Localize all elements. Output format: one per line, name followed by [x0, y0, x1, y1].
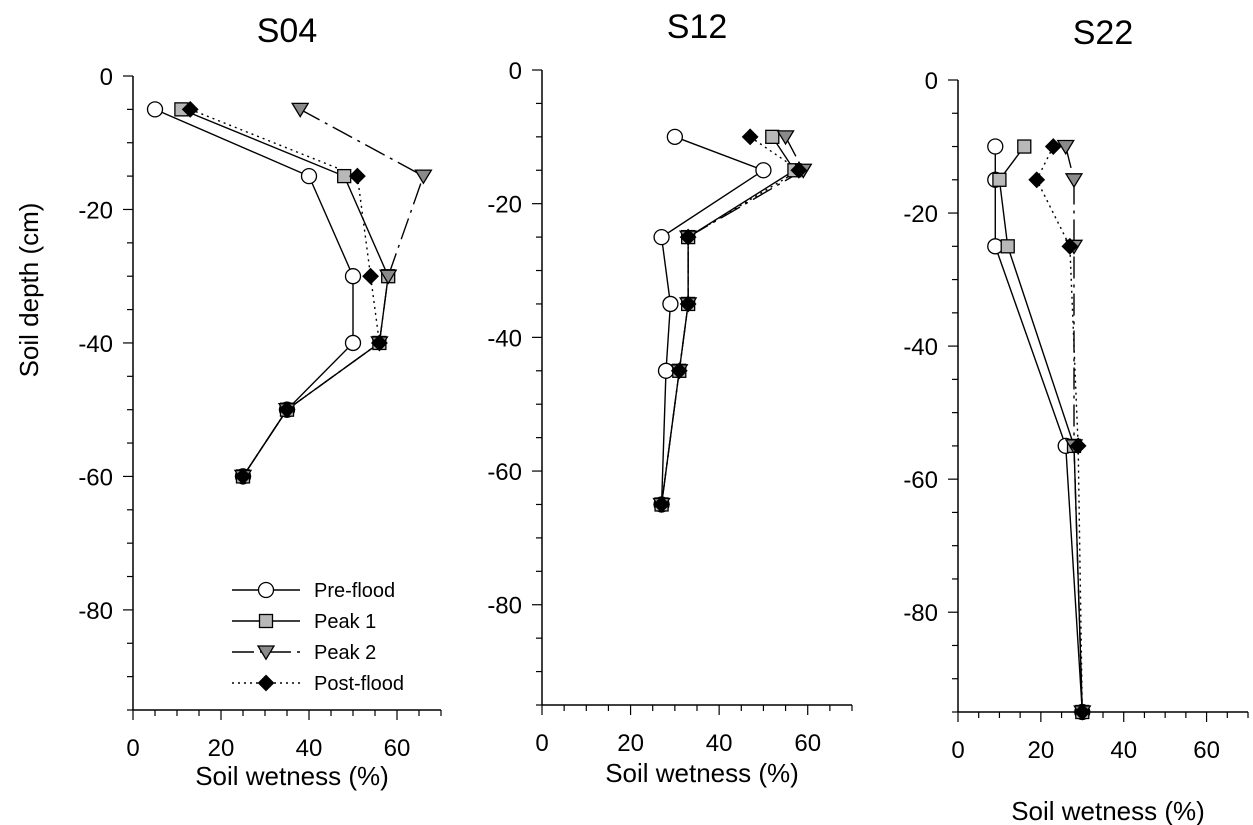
data-point-pre-flood — [344, 268, 362, 285]
x-axis-label: Soil wetness (%) — [605, 758, 799, 788]
series-line-peak-1 — [181, 108, 389, 477]
y-tick-label: 0 — [925, 68, 938, 95]
series-line-post-flood — [189, 108, 381, 477]
x-tick-label: 20 — [208, 735, 235, 762]
x-axis-label: Soil wetness (%) — [1011, 796, 1205, 825]
y-tick-label: -20 — [78, 197, 113, 224]
legend-label: Peak 1 — [314, 611, 376, 633]
panel-title: S22 — [1073, 14, 1134, 52]
x-tick-label: 40 — [1110, 737, 1137, 764]
data-point-post-flood — [370, 334, 388, 352]
data-point-peak-2 — [414, 169, 433, 185]
y-axis-label: Soil depth (cm) — [14, 203, 44, 378]
data-point-post-flood — [1069, 437, 1087, 455]
series-line-peak-2 — [242, 108, 425, 477]
series-line-pre-flood — [994, 146, 1083, 713]
x-tick-label: 40 — [706, 730, 733, 757]
legend-marker — [258, 613, 274, 629]
data-point-post-flood — [790, 161, 808, 179]
y-tick-label: 0 — [100, 64, 113, 91]
data-point-peak-2 — [1064, 173, 1084, 189]
legend-marker — [256, 645, 276, 661]
x-tick-label: 0 — [126, 735, 139, 762]
legend-marker — [257, 581, 275, 599]
data-point-post-flood — [1061, 237, 1079, 255]
data-point-peak-2 — [291, 102, 310, 118]
data-point-pre-flood — [344, 334, 362, 352]
data-point-post-flood — [362, 267, 380, 285]
data-point-post-flood — [679, 228, 697, 246]
x-tick-label: 0 — [535, 730, 548, 757]
data-point-pre-flood — [987, 238, 1004, 255]
data-point-post-flood — [741, 128, 759, 146]
x-tick-label: 0 — [951, 737, 964, 764]
y-tick-label: -20 — [487, 192, 522, 219]
y-tick-label: -40 — [487, 325, 522, 352]
y-tick-label: -80 — [487, 593, 522, 620]
y-tick-label: -20 — [903, 201, 938, 228]
x-axis-label: Soil wetness (%) — [195, 761, 389, 791]
x-tick-label: 60 — [384, 735, 411, 762]
y-tick-label: -80 — [903, 600, 938, 627]
data-point-post-flood — [1073, 703, 1091, 721]
data-point-post-flood — [670, 362, 688, 380]
y-tick-label: -60 — [78, 464, 113, 491]
series-line-pre-flood — [660, 136, 765, 505]
y-tick-label: -40 — [903, 334, 938, 361]
y-tick-label: -40 — [78, 331, 113, 358]
series-line-peak-1 — [660, 136, 796, 505]
series-line-peak-1 — [998, 146, 1083, 713]
data-point-post-flood — [278, 401, 296, 419]
data-point-pre-flood — [666, 128, 684, 145]
legend: Pre-flood Peak 1 Peak 2 Post-flood — [232, 580, 404, 695]
data-point-post-flood — [234, 468, 252, 485]
data-point-post-flood — [1044, 138, 1062, 155]
data-point-pre-flood — [146, 101, 164, 118]
x-tick-label: 60 — [794, 730, 821, 757]
data-point-pre-flood — [653, 228, 670, 246]
data-point-peak-1 — [765, 129, 780, 144]
data-point-post-flood — [679, 295, 697, 313]
panel-title: S12 — [667, 8, 728, 46]
y-tick-label: -80 — [78, 598, 113, 625]
legend-label: Pre-flood — [314, 580, 395, 602]
y-tick-label: 0 — [509, 58, 522, 85]
series-line-peak-2 — [1065, 146, 1083, 713]
series-line-pre-flood — [154, 108, 354, 477]
data-point-peak-1 — [992, 172, 1007, 187]
x-tick-label: 40 — [296, 735, 323, 762]
panel-s12: S12 0 20 40 60 0 -20 -40 -60 -80 Soil wetness (%) — [487, 8, 853, 788]
data-point-post-flood — [653, 496, 670, 513]
data-point-peak-1 — [1000, 239, 1015, 254]
y-tick-label: -60 — [487, 459, 522, 486]
data-point-peak-2 — [1056, 139, 1075, 155]
data-point-post-flood — [348, 167, 366, 185]
legend-label: Post-flood — [314, 673, 404, 695]
data-point-peak-2 — [379, 269, 398, 285]
data-point-pre-flood — [300, 167, 318, 185]
legend-marker — [257, 674, 275, 692]
data-point-pre-flood — [987, 138, 1004, 155]
y-tick-label: -60 — [903, 467, 938, 494]
data-point-peak-2 — [776, 130, 795, 146]
x-tick-label: 20 — [617, 730, 644, 757]
panel-s22: S22 0 20 40 60 0 -20 -40 -60 -80 Soil wetness (%) — [903, 14, 1249, 825]
series-line-peak-2 — [660, 136, 805, 505]
legend-label: Peak 2 — [314, 642, 376, 664]
panel-s04: S04 0 20 40 60 0 -20 -40 -60 -80 Soil wetness (%) P… — [78, 12, 442, 791]
data-point-post-flood — [181, 100, 199, 118]
x-tick-label: 60 — [1193, 737, 1220, 764]
data-point-peak-1 — [337, 168, 352, 184]
series-line-post-flood — [1035, 146, 1083, 713]
data-point-post-flood — [1028, 171, 1046, 189]
x-tick-label: 20 — [1028, 737, 1055, 764]
panel-title: S04 — [257, 12, 318, 50]
data-point-pre-flood — [662, 295, 679, 313]
data-point-peak-1 — [1017, 139, 1032, 154]
data-point-pre-flood — [755, 162, 772, 179]
